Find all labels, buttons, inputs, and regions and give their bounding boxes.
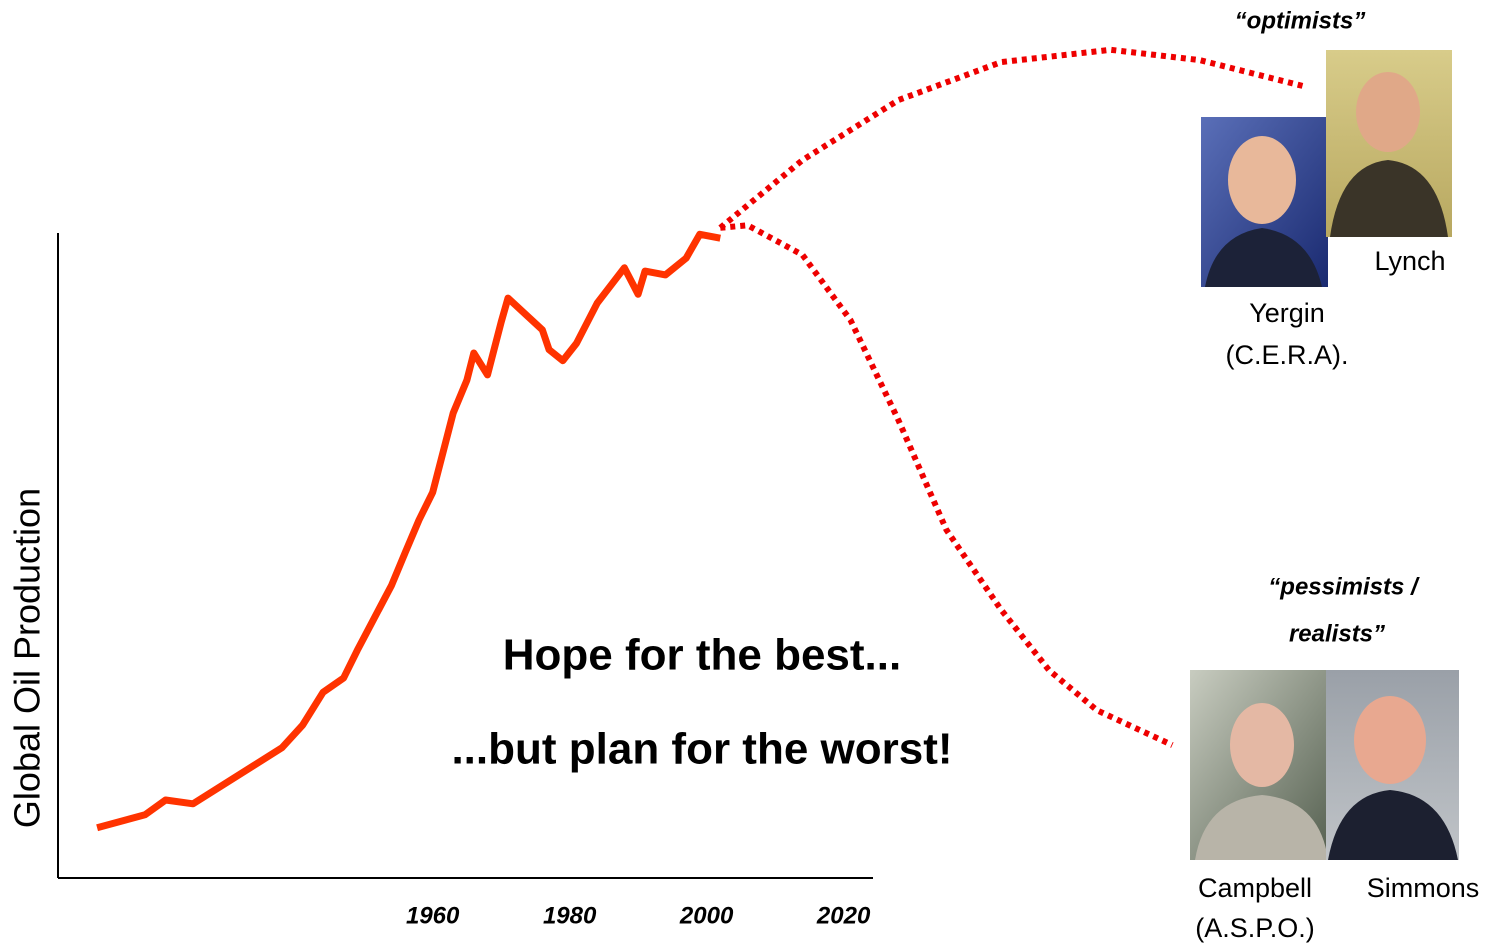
person-name: Lynch [1374, 246, 1445, 276]
suit [1195, 795, 1328, 860]
photos [1190, 50, 1459, 860]
person-org: (C.E.R.A). [1225, 340, 1348, 370]
person-name: Campbell [1198, 873, 1312, 903]
series-line [720, 222, 1174, 748]
person-name: Yergin [1249, 298, 1325, 328]
x-tick-label: 2000 [679, 902, 734, 929]
annotation: ...but plan for the worst! [451, 725, 952, 774]
suit [1330, 160, 1448, 237]
face [1228, 136, 1296, 224]
series-line [96, 230, 721, 832]
x-tick-label: 1960 [406, 902, 460, 929]
face [1356, 72, 1420, 152]
x-tick-label: 2020 [816, 902, 871, 929]
y-axis-label: Global Oil Production [7, 488, 48, 828]
person-org: (A.S.P.O.) [1195, 913, 1315, 943]
annotation: Hope for the best... [503, 631, 901, 680]
suit [1328, 790, 1458, 860]
face [1230, 703, 1294, 787]
group-label: “pessimists / [1268, 573, 1420, 600]
person-name: Simmons [1367, 873, 1480, 903]
suit [1205, 228, 1322, 287]
group-label: “optimists” [1235, 7, 1366, 34]
group-label: realists” [1289, 620, 1385, 647]
x-tick-label: 1980 [543, 902, 597, 929]
face [1354, 696, 1426, 784]
